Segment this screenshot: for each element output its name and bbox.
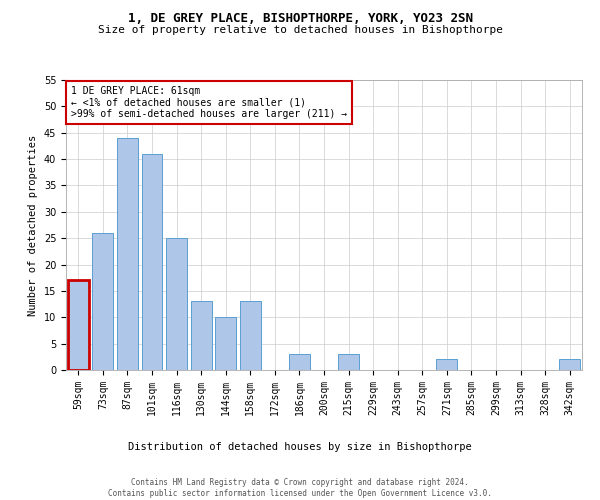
Bar	[117, 138, 138, 370]
Bar	[166, 238, 187, 370]
Text: 1, DE GREY PLACE, BISHOPTHORPE, YORK, YO23 2SN: 1, DE GREY PLACE, BISHOPTHORPE, YORK, YO…	[128, 12, 473, 26]
Bar	[338, 354, 359, 370]
Bar	[289, 354, 310, 370]
Y-axis label: Number of detached properties: Number of detached properties	[28, 134, 38, 316]
Bar	[191, 302, 212, 370]
Bar	[240, 302, 261, 370]
Bar	[142, 154, 163, 370]
Text: 1 DE GREY PLACE: 61sqm
← <1% of detached houses are smaller (1)
>99% of semi-det: 1 DE GREY PLACE: 61sqm ← <1% of detached…	[71, 86, 347, 119]
Bar	[559, 360, 580, 370]
Text: Size of property relative to detached houses in Bishopthorpe: Size of property relative to detached ho…	[97, 25, 503, 35]
Text: Distribution of detached houses by size in Bishopthorpe: Distribution of detached houses by size …	[128, 442, 472, 452]
Bar	[215, 318, 236, 370]
Text: Contains HM Land Registry data © Crown copyright and database right 2024.
Contai: Contains HM Land Registry data © Crown c…	[108, 478, 492, 498]
Bar	[68, 280, 89, 370]
Bar	[92, 233, 113, 370]
Bar	[436, 360, 457, 370]
